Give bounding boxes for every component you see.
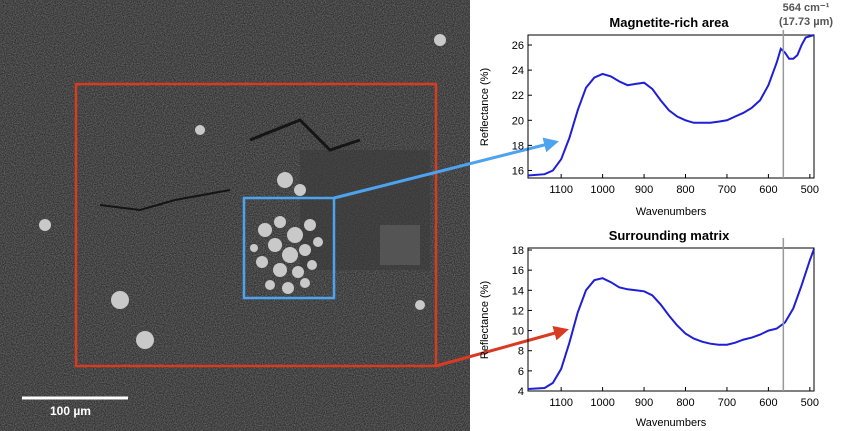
outer-region-box — [74, 82, 438, 368]
inner-region-box — [242, 196, 336, 300]
y-tick-label: 10 — [512, 326, 524, 338]
x-tick-label: 800 — [676, 397, 694, 409]
y-tick-label: 8 — [518, 346, 524, 358]
x-tick-label: 500 — [801, 184, 819, 196]
x-tick-label: 700 — [718, 397, 736, 409]
x-tick-label: 900 — [635, 184, 653, 196]
scale-bar-label: 100 µm — [50, 404, 91, 418]
micrograph-image: 100 µm — [0, 0, 470, 431]
y-tick-label: 16 — [512, 265, 524, 277]
x-tick-label: 1100 — [549, 184, 573, 196]
x-tick-label: 600 — [759, 397, 777, 409]
blue-connector-arrow — [333, 137, 559, 200]
chart-surrounding-matrix: Surrounding matrix 4 6 8 10 12 14 16 18 1100 100… — [479, 228, 819, 429]
y-tick-label: 18 — [512, 140, 524, 152]
x-tick-label: 1100 — [549, 397, 573, 409]
y-tick-label: 20 — [512, 115, 524, 127]
y-tick-label: 6 — [518, 366, 524, 378]
chart-title: Magnetite-rich area — [609, 15, 729, 30]
plot-frame — [527, 34, 815, 179]
y-ticks: 16 18 20 22 24 26 — [512, 40, 532, 177]
y-axis-label: Reflectance (%) — [479, 68, 491, 146]
x-tick-label: 1000 — [590, 397, 614, 409]
x-tick-label: 500 — [801, 397, 819, 409]
y-tick-label: 26 — [512, 40, 524, 52]
x-ticks: 1100 1000 900 800 700 600 500 — [549, 387, 819, 409]
x-tick-label: 1000 — [590, 184, 614, 196]
y-tick-label: 18 — [512, 245, 524, 257]
chart-magnetite-rich-area: Magnetite-rich area 16 18 20 22 24 26 1100 100… — [479, 15, 819, 218]
x-ticks: 1100 1000 900 800 700 600 500 — [549, 174, 819, 196]
marker-annotation-wavenumber: 564 cm⁻¹ — [783, 2, 830, 14]
x-tick-label: 600 — [759, 184, 777, 196]
x-axis-label: Wavenumbers — [636, 417, 707, 429]
magnetite-cluster — [39, 34, 446, 349]
plot-frame — [527, 247, 815, 392]
red-connector-arrow — [435, 325, 569, 368]
x-axis-label: Wavenumbers — [636, 206, 707, 218]
x-tick-label: 900 — [635, 397, 653, 409]
x-tick-label: 700 — [718, 184, 736, 196]
spectrum-line — [527, 34, 815, 177]
y-tick-label: 12 — [512, 305, 524, 317]
y-tick-label: 14 — [512, 285, 524, 297]
y-tick-label: 16 — [512, 165, 524, 177]
y-axis-label: Reflectance (%) — [479, 281, 491, 359]
y-tick-label: 24 — [512, 65, 524, 77]
y-tick-label: 4 — [518, 386, 524, 398]
marker-annotation-wavelength: (17.73 µm) — [779, 16, 833, 28]
x-tick-label: 800 — [676, 184, 694, 196]
spectrum-line — [527, 248, 815, 390]
y-tick-label: 22 — [512, 90, 524, 102]
chart-title: Surrounding matrix — [609, 228, 730, 243]
y-ticks: 4 6 8 10 12 14 16 18 — [512, 245, 532, 398]
